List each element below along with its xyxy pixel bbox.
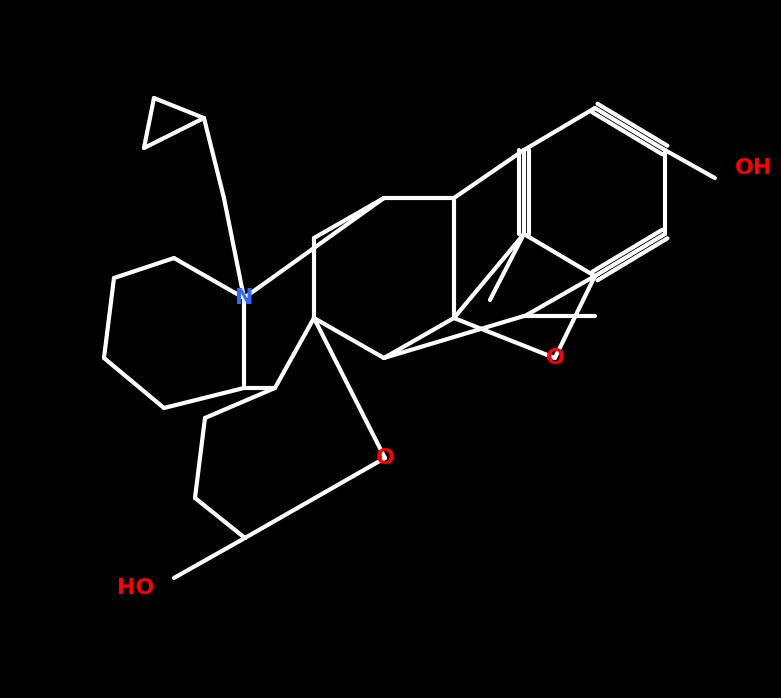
Text: O: O — [545, 348, 565, 368]
Text: HO: HO — [117, 578, 155, 598]
Text: N: N — [235, 288, 253, 308]
Text: O: O — [376, 448, 394, 468]
Text: OH: OH — [735, 158, 772, 178]
